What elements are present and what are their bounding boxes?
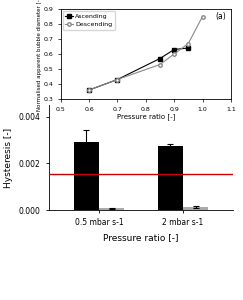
Line: Ascending: Ascending [87,46,190,92]
Ascending [187,46,190,50]
Y-axis label: Hysteresis [-]: Hysteresis [-] [4,128,13,188]
Descending [158,63,161,66]
X-axis label: Pressure ratio [-]: Pressure ratio [-] [117,113,175,120]
Descending [88,88,91,92]
Bar [74,142,99,210]
Line: Descending: Descending [87,15,204,92]
Descending [201,15,204,18]
Text: (a): (a) [215,12,226,21]
Legend: Ascending, Descending: Ascending, Descending [63,11,115,30]
Legend: Hysteresis P1, Hysteresis P2: Hysteresis P1, Hysteresis P2 [83,242,170,274]
Ascending [158,57,161,60]
Descending [187,42,190,45]
Ascending [88,88,91,92]
Descending [116,78,119,81]
Bar [99,208,124,210]
Bar [158,146,183,210]
Y-axis label: Normalised apparent bubble diameter [-]: Normalised apparent bubble diameter [-] [37,0,42,111]
X-axis label: Pressure ratio [-]: Pressure ratio [-] [103,233,179,242]
Descending [173,52,176,56]
Bar [183,207,208,210]
Ascending [116,78,119,81]
Ascending [173,48,176,51]
